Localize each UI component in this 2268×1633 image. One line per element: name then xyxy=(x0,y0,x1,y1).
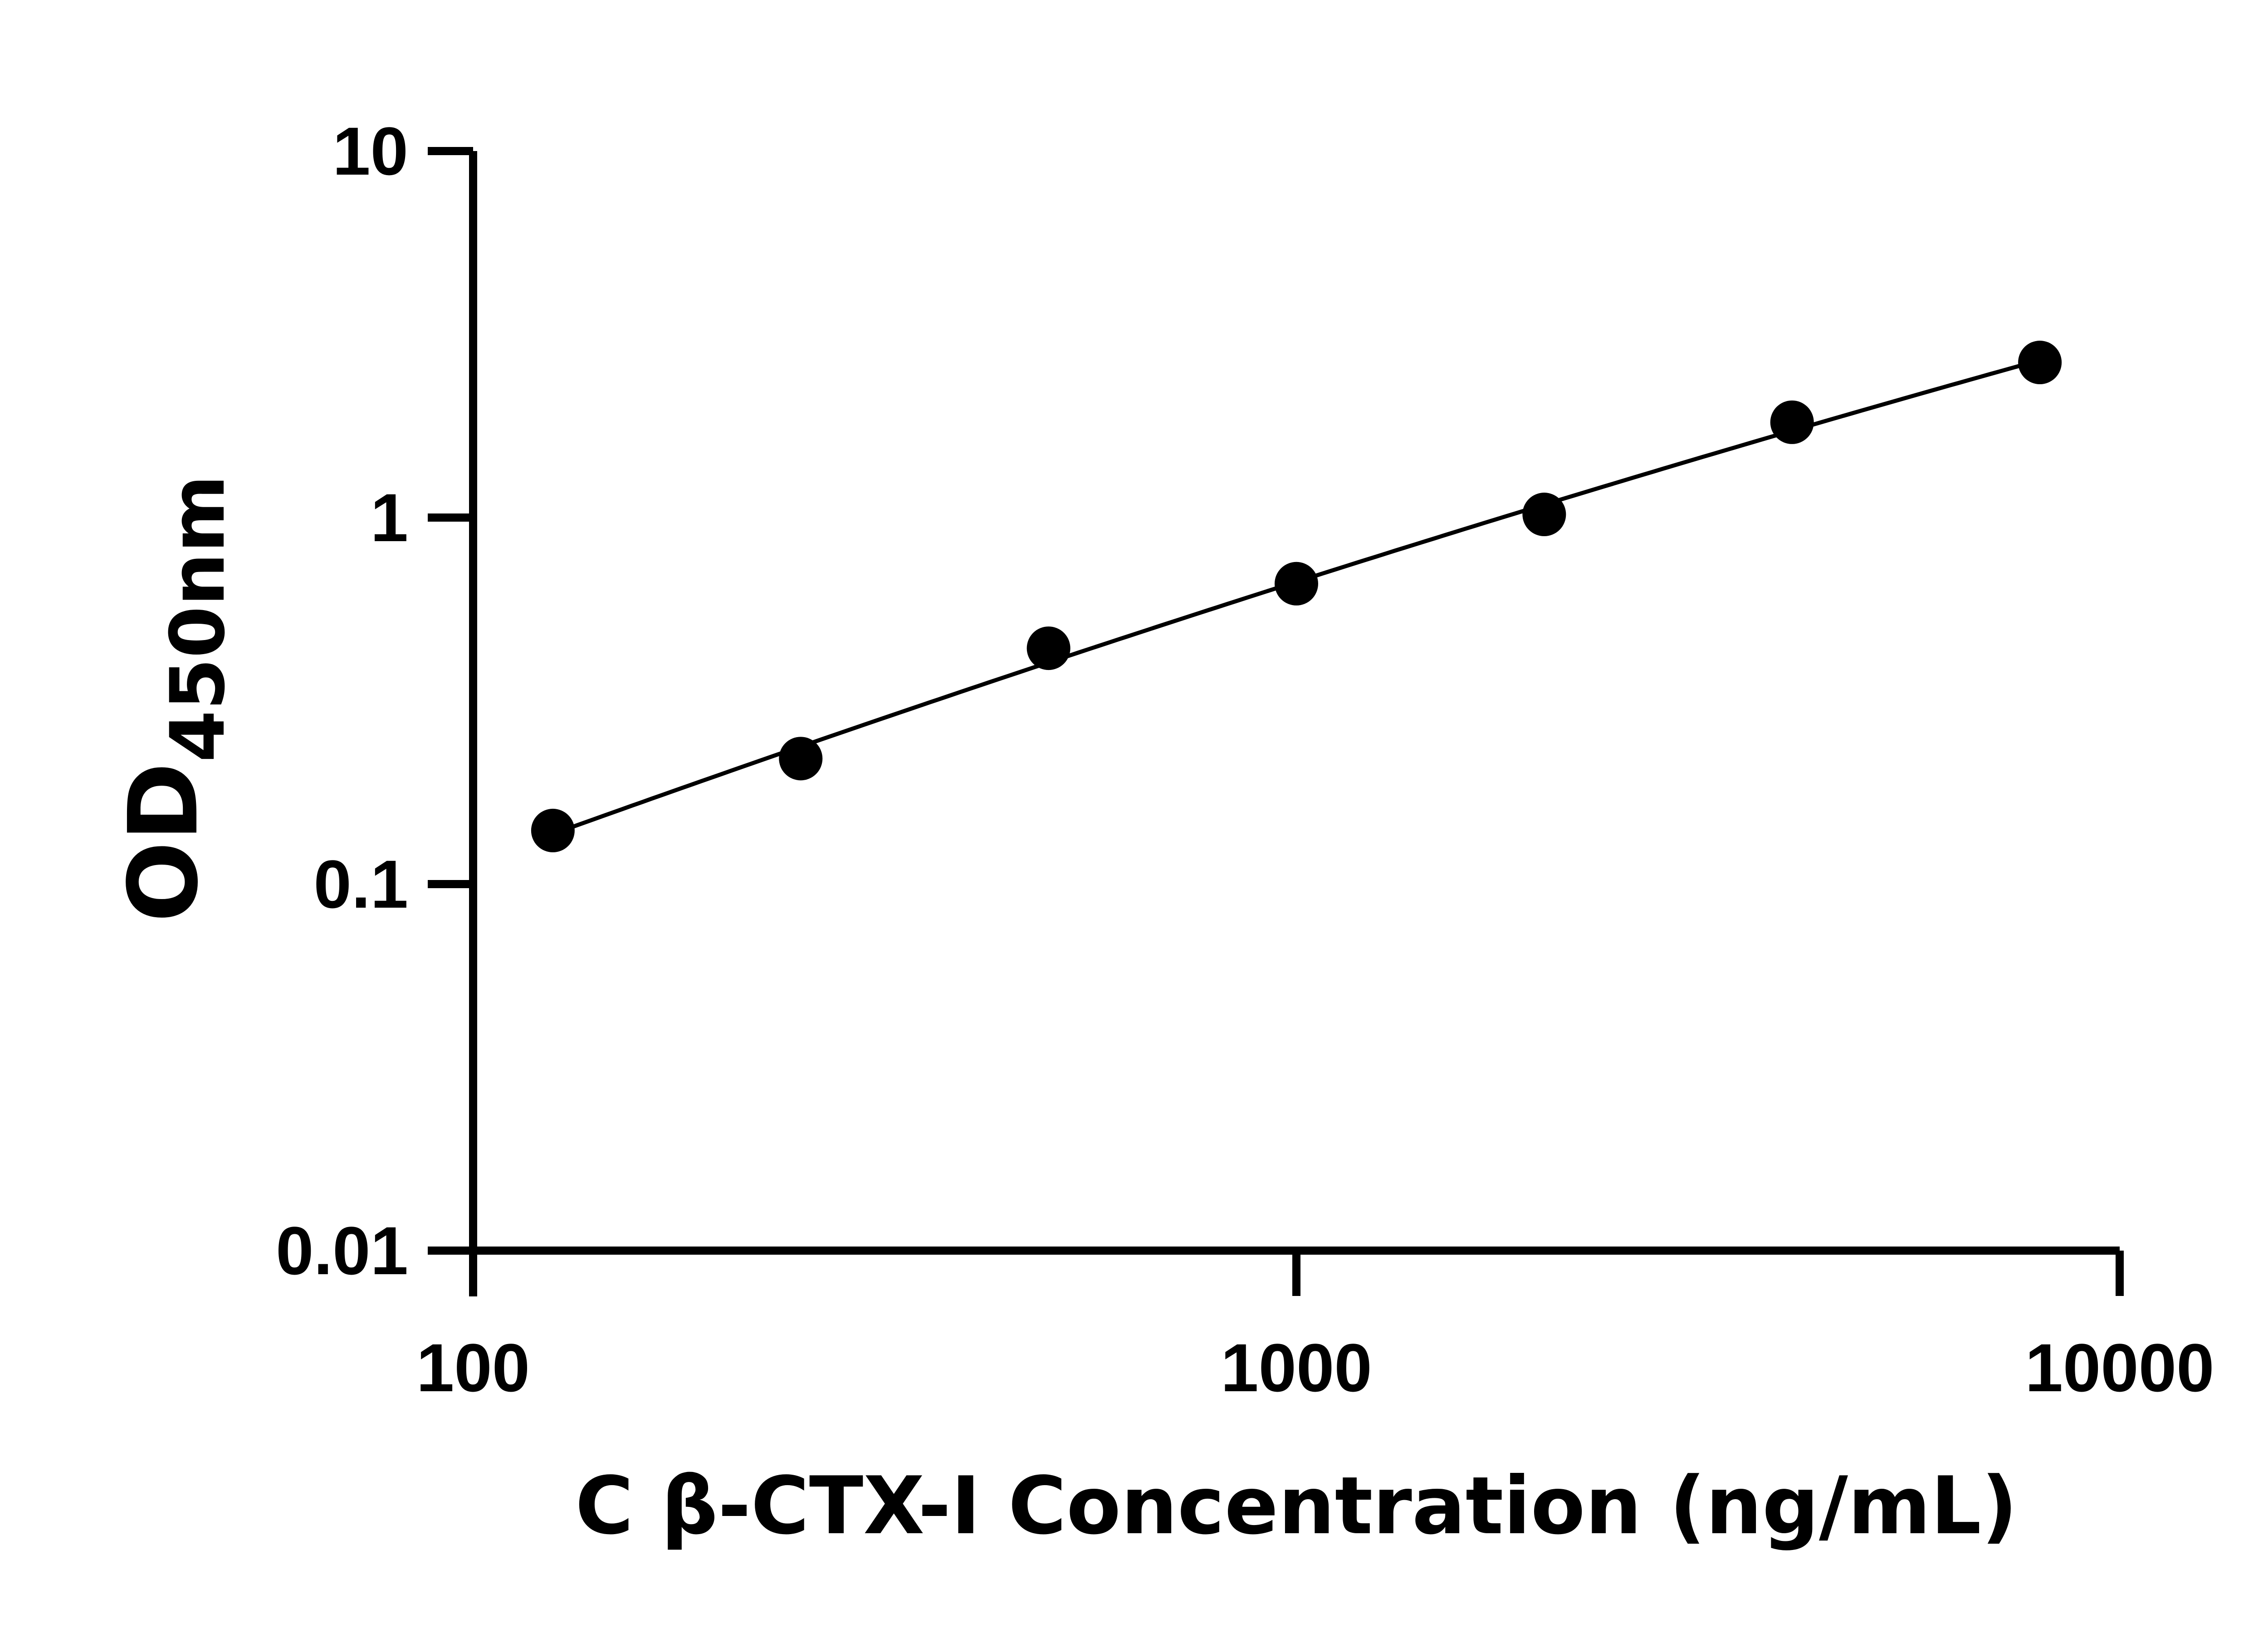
data-point-5 xyxy=(1770,400,1814,444)
y-tick-label-1: 0.1 xyxy=(313,846,408,922)
y-tick-label-0: 0.01 xyxy=(276,1213,408,1289)
y-axis-title-subscript: 450nm xyxy=(154,475,241,763)
axis-ticks: 100 1000 10000 0.01 0.1 1 10 xyxy=(276,113,2214,1406)
data-point-6 xyxy=(2018,341,2062,385)
x-tick-label-2: 10000 xyxy=(2025,1330,2214,1406)
y-axis-title-main: OD xyxy=(108,762,219,922)
data-point-4 xyxy=(1522,493,1566,537)
data-point-0 xyxy=(531,808,575,852)
y-tick-label-3: 10 xyxy=(332,113,408,189)
x-tick-label-0: 100 xyxy=(416,1330,530,1406)
data-points xyxy=(531,341,2062,852)
x-axis-title: C β-CTX-I Concentration (ng/mL) xyxy=(575,1460,2018,1552)
y-axis-title: OD450nm xyxy=(108,475,241,923)
y-tick-label-2: 1 xyxy=(371,479,408,556)
data-point-2 xyxy=(1026,626,1070,670)
x-tick-label-1: 1000 xyxy=(1221,1330,1372,1406)
data-point-1 xyxy=(779,737,823,781)
data-point-3 xyxy=(1275,562,1318,606)
